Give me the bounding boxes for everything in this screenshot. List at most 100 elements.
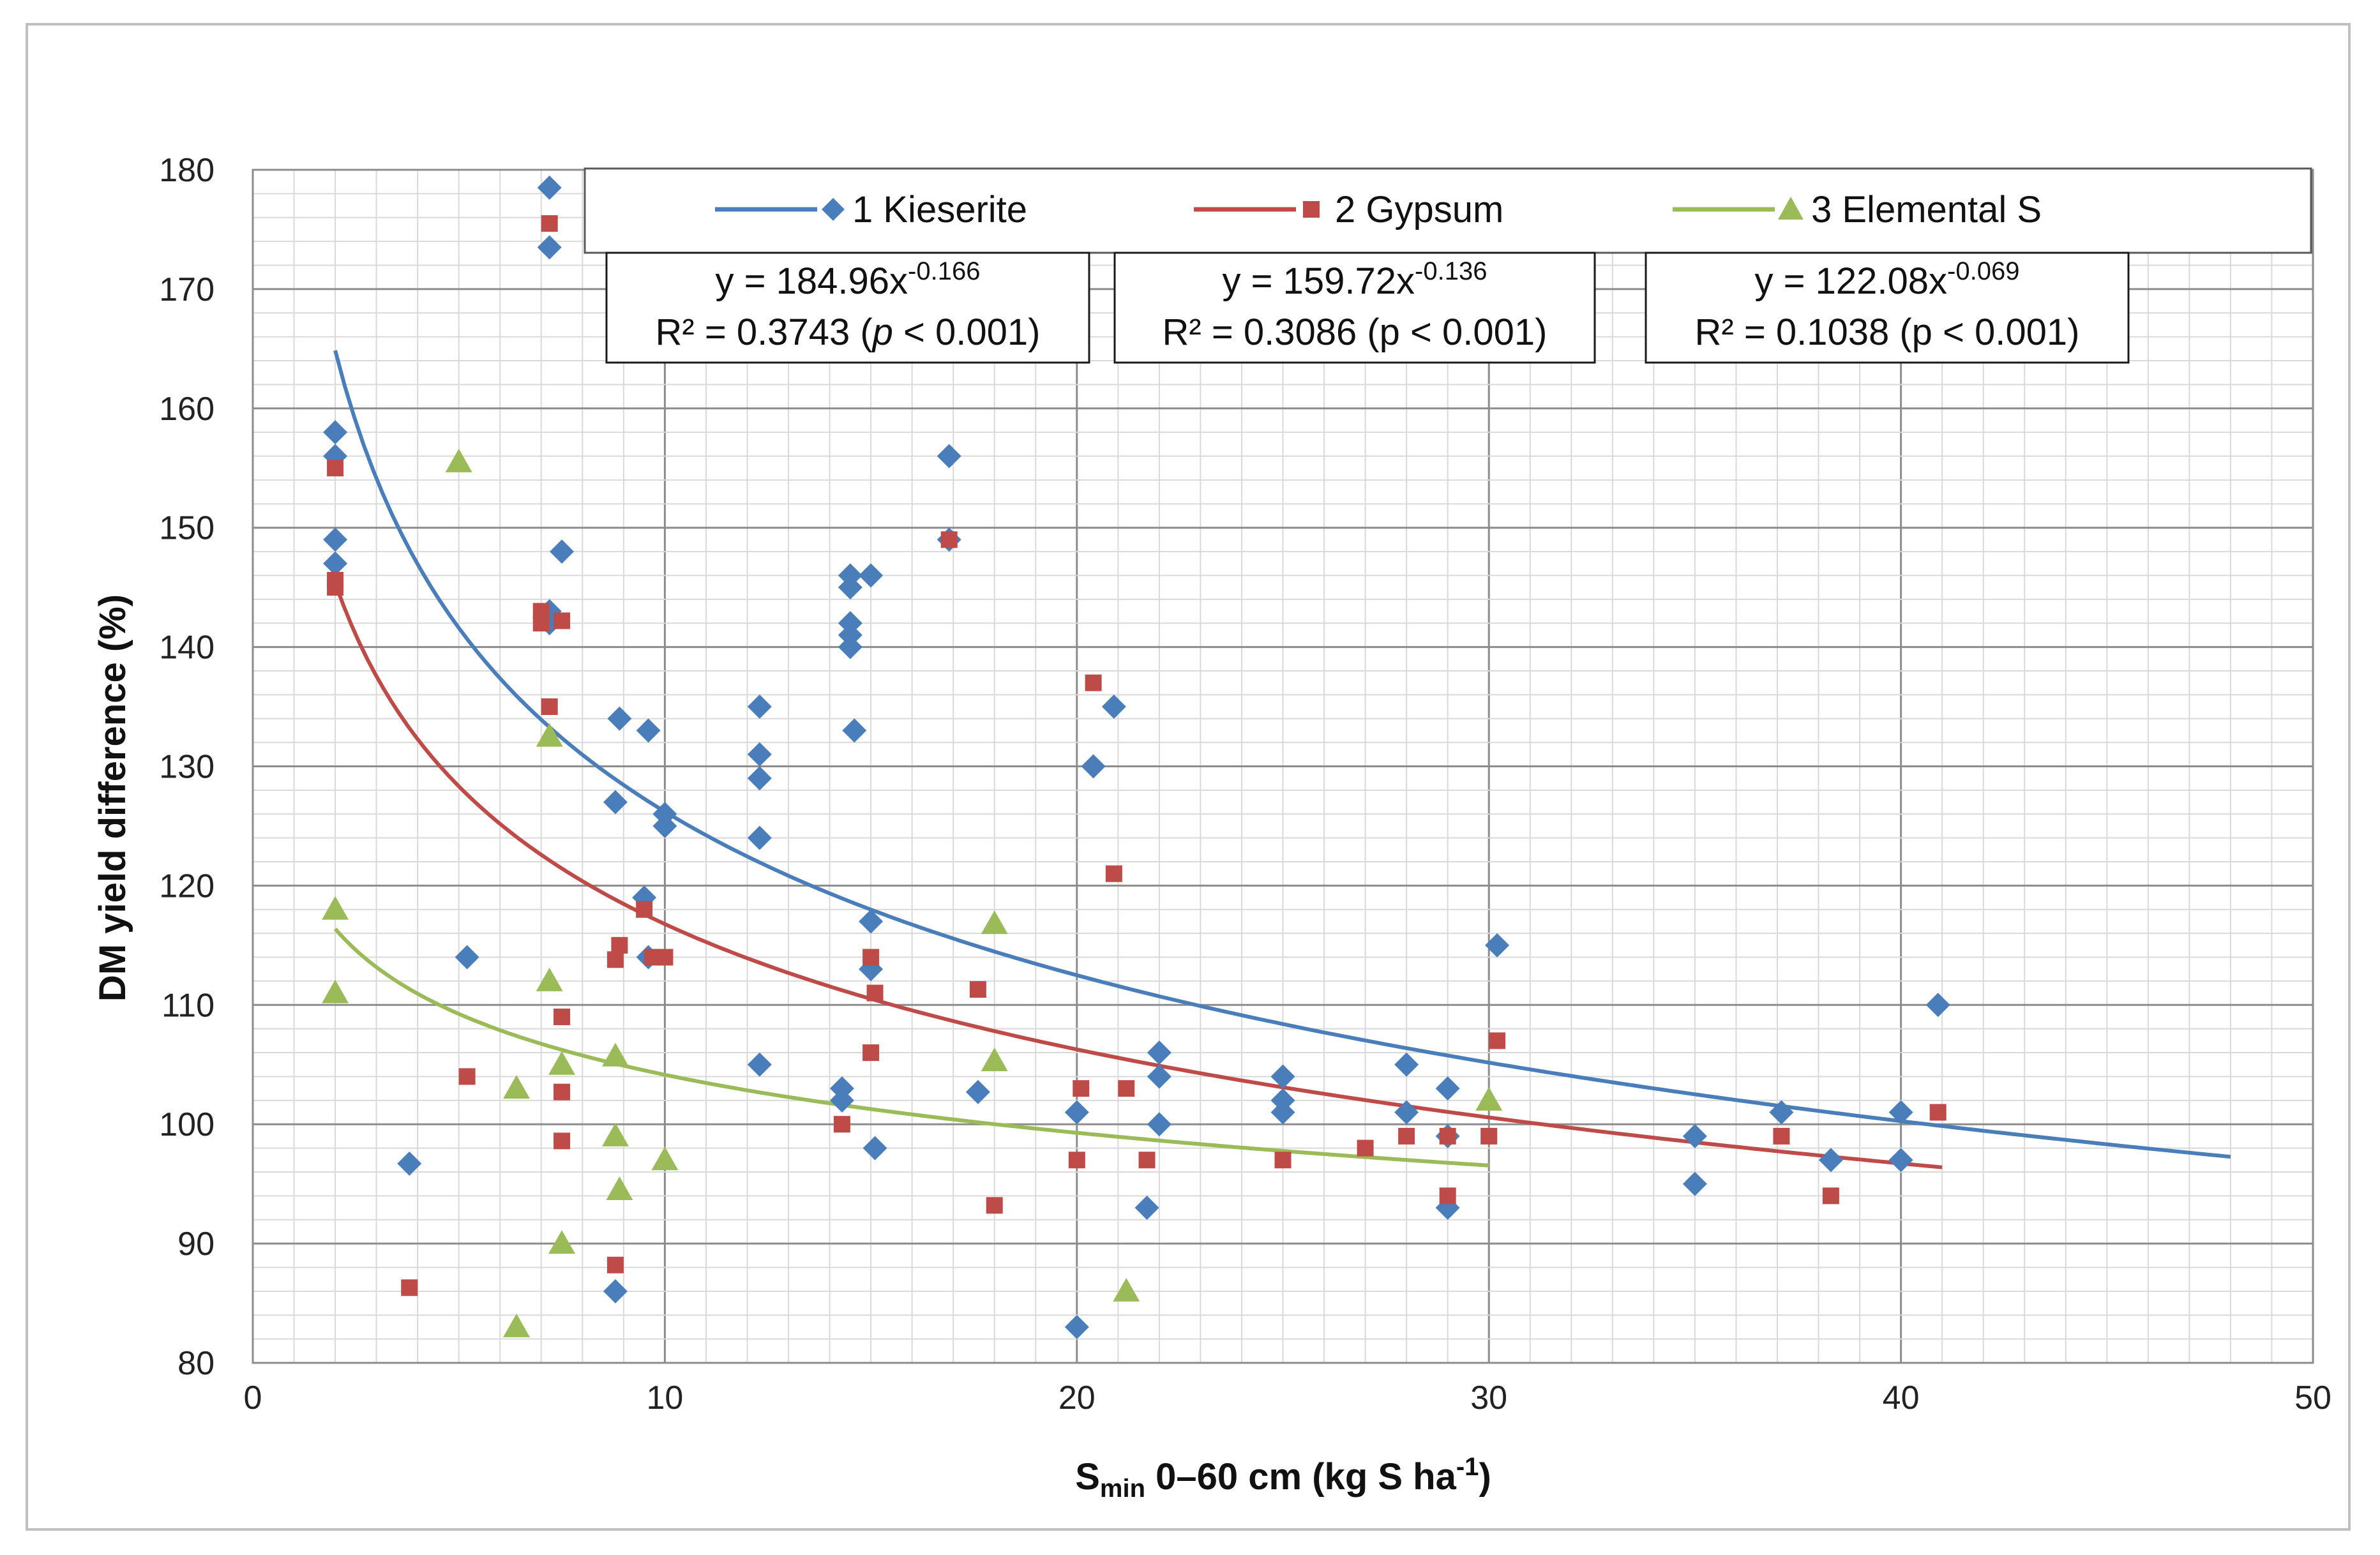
r2-elemental-s-suffix: < 0.001) xyxy=(1932,312,2080,353)
data-point-gypsum xyxy=(1118,1080,1135,1097)
data-point-kieserite xyxy=(747,825,772,850)
data-point-kieserite xyxy=(1435,1076,1460,1101)
data-point-gypsum xyxy=(866,984,884,1002)
data-point-kieserite xyxy=(1682,1123,1707,1148)
x-axis-title-main: S xyxy=(1075,1456,1100,1498)
chart-frame xyxy=(26,23,2351,1531)
data-point-gypsum xyxy=(1439,1187,1456,1205)
data-point-gypsum xyxy=(1773,1127,1790,1145)
data-point-kieserite xyxy=(652,813,677,838)
data-point-kieserite xyxy=(1147,1064,1171,1089)
legend-label-elemental-s: 3 Elemental S xyxy=(1811,189,2042,230)
data-point-gypsum xyxy=(1929,1104,1947,1121)
data-point-kieserite xyxy=(1270,1100,1295,1125)
data-point-kieserite xyxy=(747,766,772,791)
data-point-gypsum xyxy=(969,981,986,998)
r2-elemental-s: R² = 0.1038 (p < 0.001) xyxy=(1695,312,2080,353)
diamond-marker-icon xyxy=(822,198,845,221)
r2-kieserite-prefix: R² = 0.3743 ( xyxy=(656,312,873,353)
legend-label-kieserite: 1 Kieserite xyxy=(852,189,1027,230)
equation-box-kieserite-frame xyxy=(605,252,1090,364)
y-tick-label: 180 xyxy=(159,152,215,189)
data-point-kieserite xyxy=(323,551,348,576)
data-point-elemental-s xyxy=(601,1042,629,1067)
x-axis-title-superscript: -1 xyxy=(1456,1453,1479,1481)
legend-item-elemental-s[interactable]: 3 Elemental S xyxy=(1673,189,2042,230)
data-point-kieserite xyxy=(1925,993,1950,1018)
data-point-gypsum xyxy=(1105,865,1122,882)
data-point-kieserite xyxy=(1769,1100,1794,1125)
data-point-gypsum xyxy=(986,1197,1003,1214)
equation-kieserite-base: y = 184.96x xyxy=(716,260,908,302)
equation-elemental-s-exponent: -0.069 xyxy=(1947,257,2019,285)
y-tick-label: 110 xyxy=(162,987,215,1024)
y-tick-label: 150 xyxy=(159,510,215,547)
equation-box-gypsum: y = 159.72x-0.136 R² = 0.3086 (p < 0.001… xyxy=(1113,252,1596,364)
data-point-kieserite xyxy=(1682,1171,1707,1196)
data-point-gypsum xyxy=(1274,1152,1292,1169)
equation-gypsum: y = 159.72x-0.136 xyxy=(1223,257,1488,302)
data-point-gypsum xyxy=(541,698,558,716)
legend-label-gypsum: 2 Gypsum xyxy=(1335,189,1503,230)
y-axis-title: DM yield difference (%) xyxy=(92,594,133,1002)
equation-elemental-s-base: y = 122.08x xyxy=(1755,260,1948,302)
x-tick-label: 10 xyxy=(646,1379,683,1416)
data-point-elemental-s xyxy=(548,1230,576,1254)
trend-line-kieserite xyxy=(333,350,2231,1159)
y-tick-label: 130 xyxy=(159,749,215,786)
y-tick-label: 140 xyxy=(159,629,215,666)
equation-kieserite: y = 184.96x-0.166 xyxy=(716,257,981,302)
data-point-elemental-s xyxy=(601,1122,629,1146)
data-point-kieserite xyxy=(323,420,348,445)
data-point-gypsum xyxy=(1138,1152,1156,1169)
x-axis-title-rest: 0–60 cm (kg S ha xyxy=(1145,1456,1457,1498)
data-point-kieserite xyxy=(965,1079,990,1104)
triangle-marker-icon xyxy=(1778,197,1804,220)
data-point-kieserite xyxy=(1064,1100,1089,1125)
data-point-kieserite xyxy=(838,635,862,659)
data-points xyxy=(322,176,1950,1339)
x-tick-label: 50 xyxy=(2294,1379,2331,1416)
x-tick-label: 0 xyxy=(244,1379,262,1416)
data-point-gypsum xyxy=(656,949,674,966)
y-tick-label: 160 xyxy=(159,391,215,428)
data-point-gypsum xyxy=(606,1256,624,1273)
data-point-kieserite xyxy=(603,790,628,815)
r2-kieserite: R² = 0.3743 (p < 0.001) xyxy=(656,312,1041,353)
data-point-gypsum xyxy=(554,612,571,629)
data-point-elemental-s xyxy=(1475,1086,1503,1111)
x-axis-title-close: ) xyxy=(1479,1456,1491,1498)
data-point-elemental-s xyxy=(322,979,349,1003)
data-point-kieserite xyxy=(1147,1040,1171,1065)
y-tick-labels: 80 90 100 110 120 130 140 150 160 170 180 xyxy=(159,152,215,1382)
r2-gypsum-p: p xyxy=(1380,312,1400,353)
data-point-gypsum xyxy=(1480,1127,1498,1145)
data-point-kieserite xyxy=(859,563,884,588)
trend-line-gypsum xyxy=(333,582,1943,1169)
data-point-elemental-s xyxy=(322,896,349,920)
x-tick-label: 20 xyxy=(1058,1379,1096,1416)
x-tick-labels: 0 10 20 30 40 50 xyxy=(244,1379,2331,1416)
square-marker-icon xyxy=(1303,201,1320,218)
data-point-gypsum xyxy=(862,1044,880,1062)
legend-box xyxy=(584,167,2312,254)
data-point-elemental-s xyxy=(536,723,563,747)
r2-kieserite-p: p xyxy=(871,312,893,353)
r2-elemental-s-p: p xyxy=(1912,312,1932,353)
equation-box-kieserite: y = 184.96x-0.166 R² = 0.3743 (p < 0.001… xyxy=(605,252,1090,364)
equation-box-elemental-s: y = 122.08x-0.069 R² = 0.1038 (p < 0.001… xyxy=(1645,252,2130,364)
r2-kieserite-suffix: < 0.001) xyxy=(893,312,1041,353)
legend-item-kieserite[interactable]: 1 Kieserite xyxy=(715,189,1027,230)
data-point-kieserite xyxy=(1394,1052,1419,1077)
data-point-gypsum xyxy=(1489,1032,1506,1049)
x-tick-label: 40 xyxy=(1883,1379,1920,1416)
legend-item-gypsum[interactable]: 2 Gypsum xyxy=(1194,189,1503,230)
r2-gypsum-prefix: R² = 0.3086 ( xyxy=(1163,312,1380,353)
data-point-gypsum xyxy=(532,615,550,632)
data-point-kieserite xyxy=(829,1088,854,1113)
data-point-elemental-s xyxy=(536,967,563,991)
y-tick-label: 100 xyxy=(159,1106,215,1143)
data-point-gypsum xyxy=(636,901,653,918)
data-point-kieserite xyxy=(397,1151,422,1176)
